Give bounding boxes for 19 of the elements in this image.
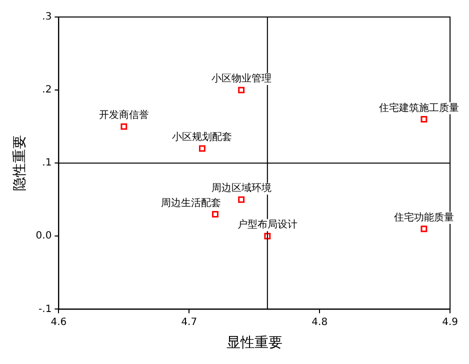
y-axis-title: 隐性重要 bbox=[12, 135, 28, 192]
series-label: 小区规划配套 bbox=[172, 131, 232, 144]
series-label: 户型布局设计 bbox=[237, 218, 298, 231]
series-label: 周边区域环境 bbox=[211, 182, 272, 194]
y-tick-label: 0.0 bbox=[36, 230, 52, 242]
y-tick-label: .3 bbox=[42, 12, 52, 23]
series-label: 住宅建筑施工质量 bbox=[379, 102, 459, 114]
x-tick-label: 4.7 bbox=[181, 316, 198, 328]
x-tick-label: 4.6 bbox=[50, 316, 67, 328]
x-tick-label: 4.8 bbox=[312, 316, 328, 328]
series-label: 小区物业管理 bbox=[211, 72, 272, 85]
y-tick-label: .2 bbox=[42, 84, 52, 96]
series-label: 住宅功能质量 bbox=[394, 211, 454, 224]
series-label: 开发商信誉 bbox=[98, 109, 149, 122]
y-tick-label: -.1 bbox=[38, 304, 52, 315]
series-label: 周边生活配套 bbox=[161, 196, 222, 209]
x-tick-label: 4.9 bbox=[442, 316, 458, 328]
x-axis-title: 显性重要 bbox=[226, 335, 282, 352]
y-tick-label: .1 bbox=[42, 158, 52, 169]
